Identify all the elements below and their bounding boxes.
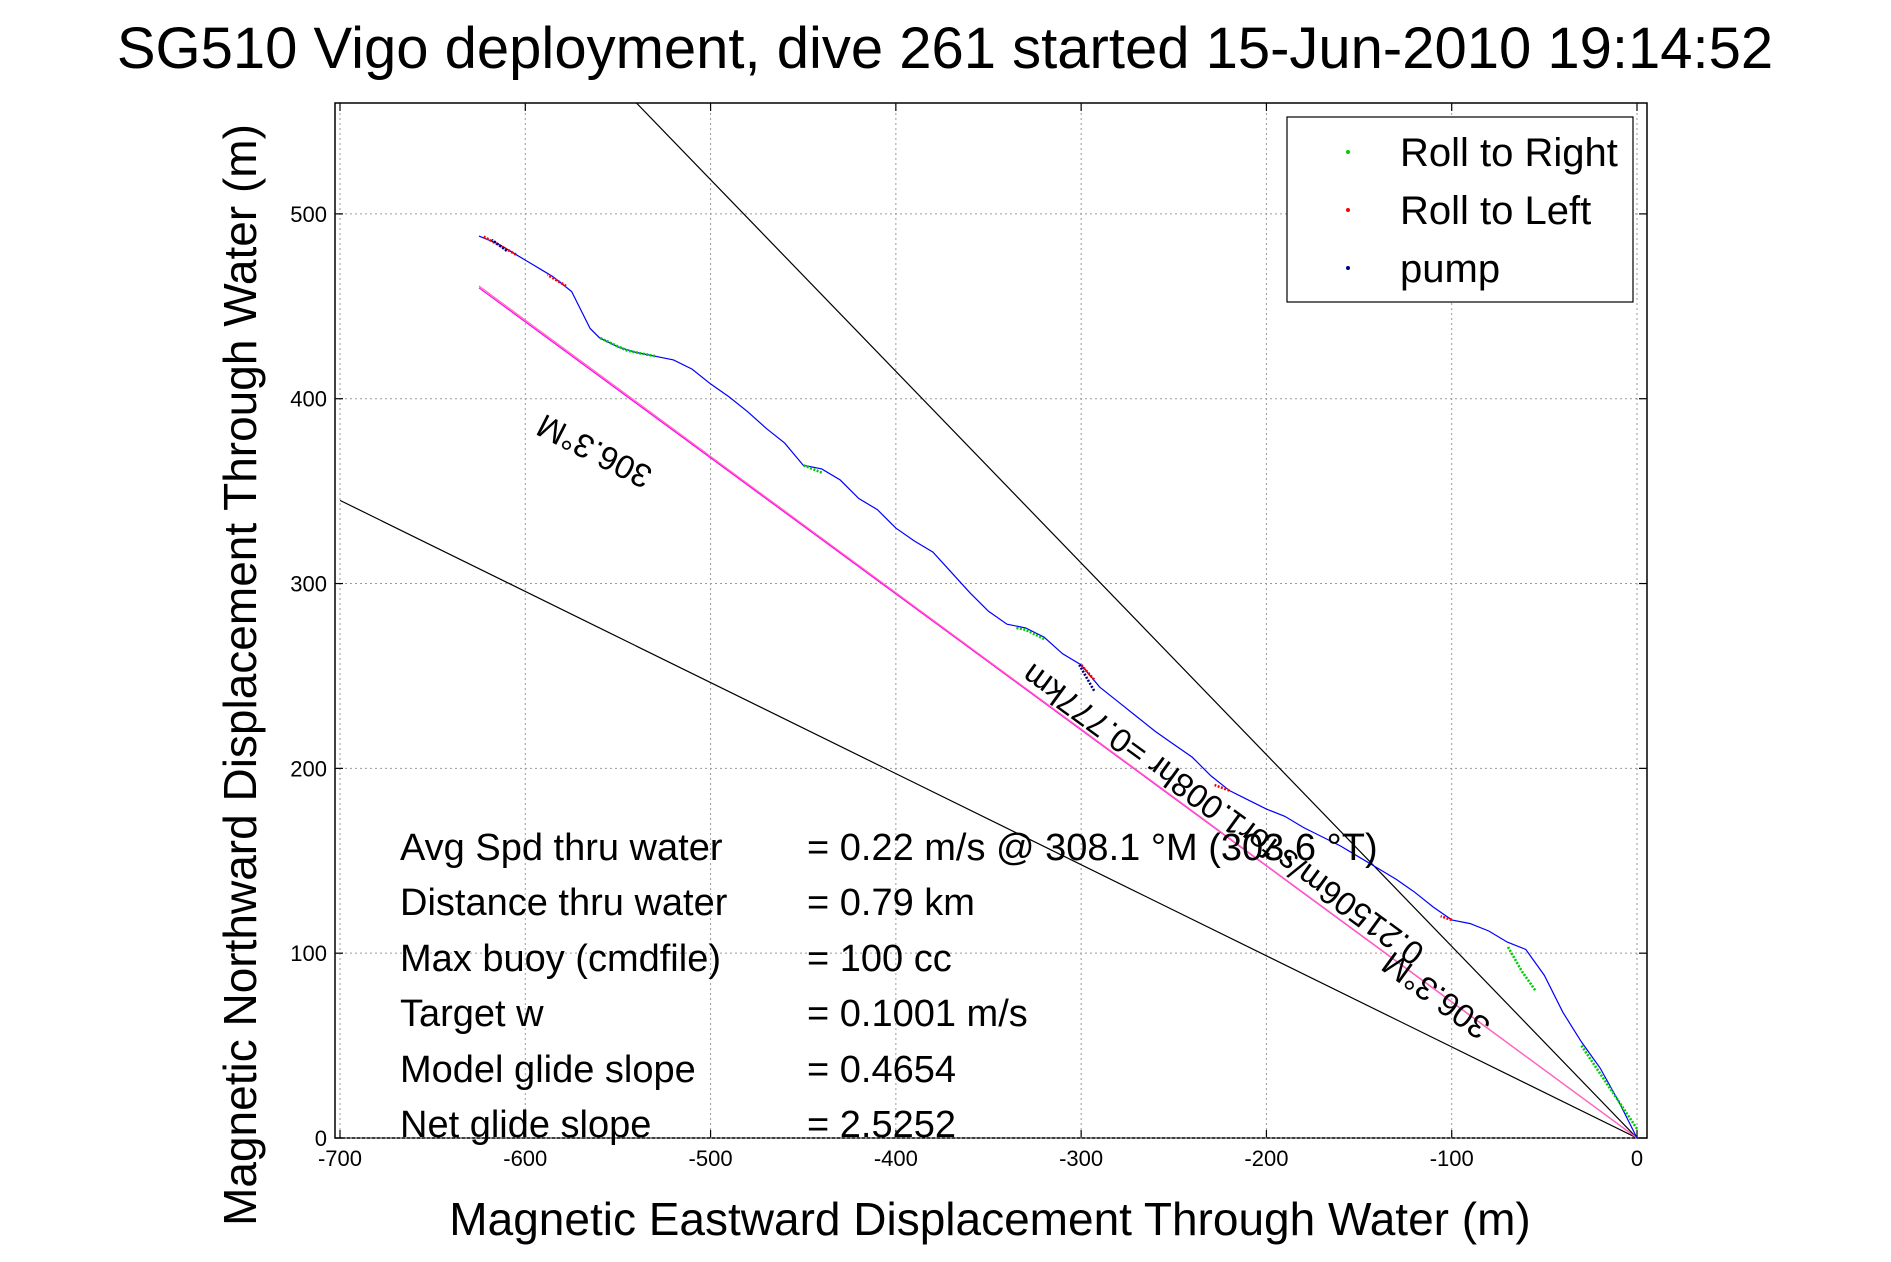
grid [335, 103, 1647, 1139]
y-axis-label: Magnetic Northward Displacement Through … [214, 124, 266, 1226]
stat-label-model-glide: Model glide slope [400, 1049, 696, 1091]
legend-marker-roll-to-left [1346, 208, 1350, 212]
y-tick-label: 0 [315, 1126, 327, 1151]
stat-label-max-buoy: Max buoy (cmdfile) [400, 938, 721, 980]
series-segment-roll-to-left [1214, 783, 1230, 792]
x-tick-labels: -700 -600 -500 -400 -300 -200 -100 0 [318, 1146, 1643, 1171]
y-tick-label: 500 [290, 202, 327, 227]
series-segment-roll-to-left [482, 234, 517, 256]
series-segment-roll-to-right [598, 336, 656, 358]
x-tick-label: 0 [1631, 1146, 1643, 1171]
x-tick-label: -100 [1430, 1146, 1474, 1171]
legend-marker-roll-to-right [1346, 150, 1350, 154]
x-tick-label: -600 [503, 1146, 547, 1171]
stat-label-avg-spd: Avg Spd thru water [400, 827, 723, 869]
stat-value-avg-spd: = 0.22 m/s @ 308.1 °M (303.6 °T) [807, 827, 1378, 869]
x-axis-label: Magnetic Eastward Displacement Through W… [449, 1193, 1530, 1245]
stat-value-max-buoy: = 100 cc [807, 938, 952, 980]
cone-left-line [339, 499, 1638, 1138]
reference-lines [339, 103, 1638, 1138]
legend-box [1286, 116, 1634, 303]
chart-title: SG510 Vigo deployment, dive 261 started … [117, 16, 1773, 81]
series-segment-roll-to-right [1580, 1044, 1639, 1130]
track-layer [478, 235, 1638, 1139]
y-tick-label: 100 [290, 941, 327, 966]
series-layer [482, 234, 1639, 1130]
x-tick-label: -700 [318, 1146, 362, 1171]
y-tick-label: 400 [290, 387, 327, 412]
series-segment-roll-to-left [1440, 914, 1453, 922]
stat-value-model-glide: = 0.4654 [807, 1049, 956, 1091]
stat-value-distance: = 0.79 km [807, 882, 975, 924]
current-line-line [478, 285, 1638, 1138]
x-tick-label: -400 [874, 1146, 918, 1171]
x-tick-label: -200 [1244, 1146, 1288, 1171]
series-segment-pump [491, 238, 508, 252]
y-tick-label: 200 [290, 756, 327, 781]
legend-label-roll-to-left: Roll to Left [1400, 189, 1591, 233]
legend-label-roll-to-right: Roll to Right [1400, 131, 1618, 175]
legend: Roll to Right Roll to Left pump [1286, 116, 1634, 303]
stat-label-distance: Distance thru water [400, 882, 728, 924]
stats-block: Avg Spd thru water = 0.22 m/s @ 308.1 °M… [400, 827, 1378, 1146]
series-segment-roll-to-right [1506, 945, 1537, 991]
stat-value-net-glide: = 2.5252 [807, 1104, 956, 1146]
cone-right-line [636, 103, 1638, 1138]
series-segment-pump [1078, 664, 1096, 692]
x-tick-label: -500 [689, 1146, 733, 1171]
stat-label-target-w: Target w [400, 993, 544, 1035]
stat-value-target-w: = 0.1001 m/s [807, 993, 1028, 1035]
y-tick-labels: 0 100 200 300 400 500 [290, 202, 327, 1151]
glider-track-line [478, 235, 1638, 1139]
legend-label-pump: pump [1400, 247, 1500, 291]
y-tick-label: 300 [290, 572, 327, 597]
series-segment-roll-to-left [546, 273, 567, 288]
stat-label-net-glide: Net glide slope [400, 1104, 651, 1146]
x-tick-label: -300 [1059, 1146, 1103, 1171]
legend-marker-pump [1346, 266, 1350, 270]
